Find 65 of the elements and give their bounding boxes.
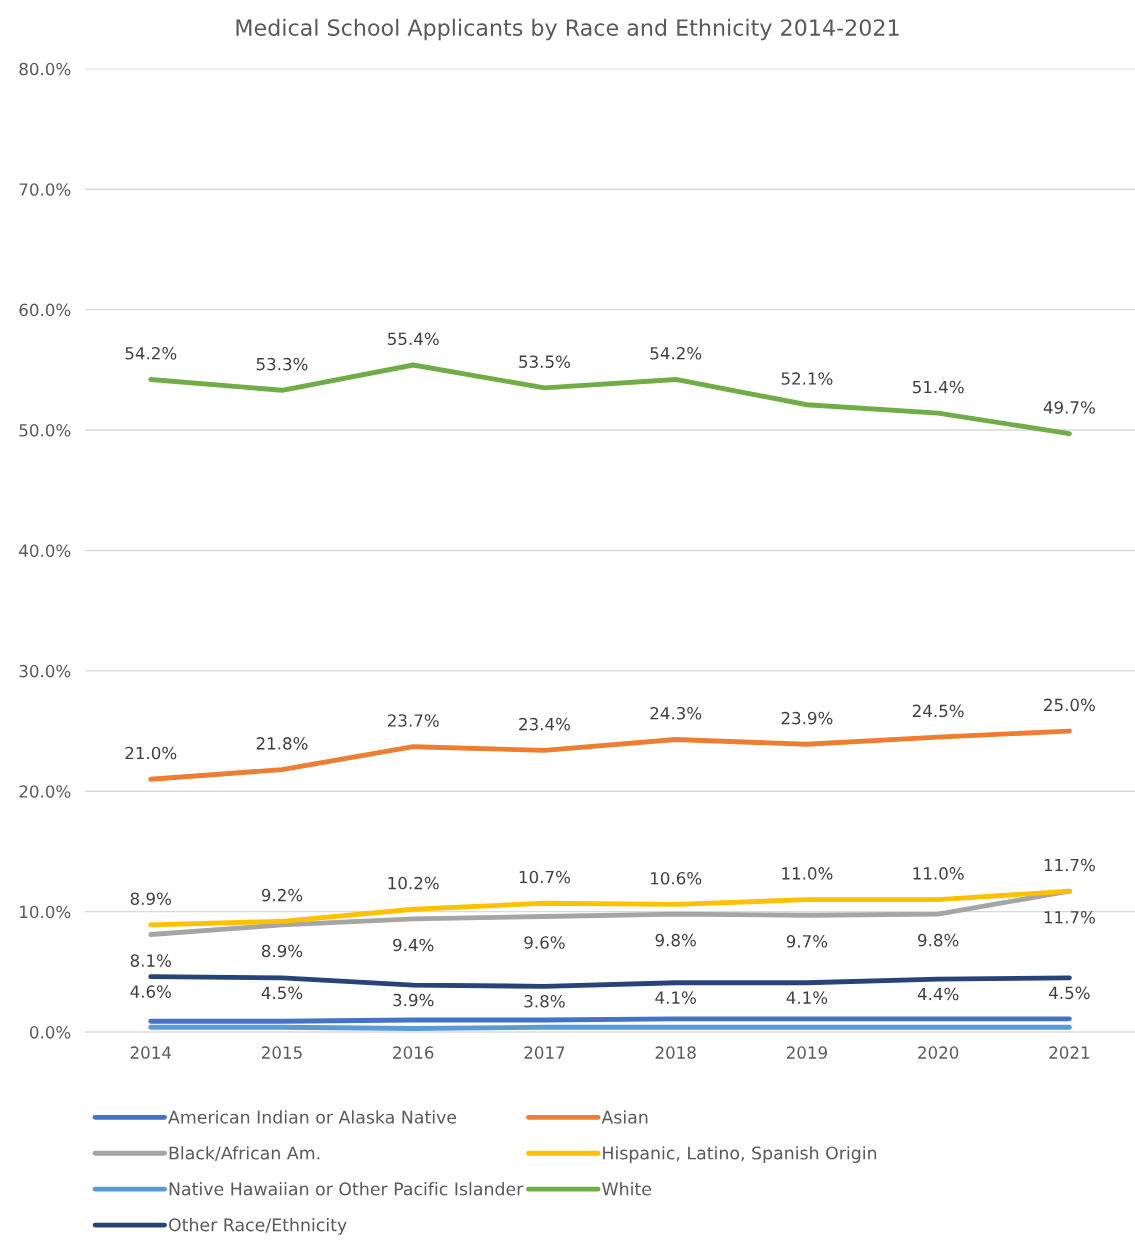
y-tick-label: 30.0% xyxy=(19,664,71,678)
data-label: 11.0% xyxy=(913,867,964,880)
y-tick-label: 40.0% xyxy=(19,544,71,558)
data-label: 52.1% xyxy=(781,372,833,385)
data-label: 4.4% xyxy=(917,987,959,1001)
legend-label: Native Hawaiian or Other Pacific Islander xyxy=(169,1182,524,1196)
x-tick-label: 2021 xyxy=(1049,1046,1090,1059)
x-tick-label: 2015 xyxy=(261,1046,302,1059)
data-label: 49.7% xyxy=(1043,401,1095,414)
data-label: 4.1% xyxy=(786,991,828,1004)
data-label: 21.8% xyxy=(256,737,308,750)
data-label: 9.7% xyxy=(786,935,828,948)
data-label: 54.2% xyxy=(650,346,702,360)
data-label: 9.2% xyxy=(261,888,303,902)
data-label: 21.0% xyxy=(125,746,177,760)
data-label: 23.9% xyxy=(781,711,833,725)
data-label: 24.5% xyxy=(912,704,964,718)
data-label: 54.2% xyxy=(125,346,177,360)
data-label: 3.9% xyxy=(393,993,434,1007)
y-tick-label: 80.0% xyxy=(19,62,71,76)
legend-label: White xyxy=(602,1182,651,1196)
data-label: 24.3% xyxy=(650,706,702,720)
data-label: 9.8% xyxy=(655,933,696,947)
x-tick-label: 2014 xyxy=(130,1046,172,1059)
data-label: 53.5% xyxy=(519,355,570,368)
x-tick-label: 2019 xyxy=(786,1046,827,1059)
data-label: 55.4% xyxy=(388,332,439,346)
data-label: 10.2% xyxy=(388,876,439,890)
data-label: 8.1% xyxy=(130,954,171,967)
data-label: 9.4% xyxy=(393,938,434,952)
legend-label: Hispanic, Latino, Spanish Origin xyxy=(603,1146,877,1163)
chart-title: Medical School Applicants by Race and Ethnicity 2014-2021 xyxy=(236,18,899,41)
data-label: 53.3% xyxy=(256,357,308,371)
data-label: 4.6% xyxy=(130,985,171,998)
data-label: 4.5% xyxy=(1049,986,1090,1000)
legend-label: Other Race/Ethnicity xyxy=(168,1217,347,1235)
data-label: 11.7% xyxy=(1044,858,1095,872)
data-label: 8.9% xyxy=(130,892,171,906)
x-tick-label: 2017 xyxy=(524,1046,565,1059)
data-label: 4.5% xyxy=(261,986,303,1000)
legend-label: American Indian or Alaska Native xyxy=(168,1110,457,1124)
data-label: 23.7% xyxy=(387,714,439,727)
data-label: 4.1% xyxy=(655,991,696,1004)
x-tick-label: 2020 xyxy=(918,1046,959,1059)
data-label: 9.8% xyxy=(918,933,959,947)
y-tick-label: 60.0% xyxy=(19,303,71,317)
legend-label: Black/African Am. xyxy=(169,1146,320,1161)
y-tick-label: 70.0% xyxy=(19,183,71,196)
data-label: 3.8% xyxy=(524,994,565,1008)
data-label: 10.7% xyxy=(519,870,570,884)
data-label: 10.6% xyxy=(651,871,702,885)
data-label: 8.9% xyxy=(261,944,303,958)
data-label: 23.4% xyxy=(519,717,570,731)
data-label: 11.0% xyxy=(782,867,833,880)
y-tick-label: 10.0% xyxy=(20,905,71,919)
y-tick-label: 0.0% xyxy=(29,1026,71,1039)
data-label: 25.0% xyxy=(1044,698,1095,712)
data-label: 9.6% xyxy=(524,936,565,949)
y-tick-label: 20.0% xyxy=(19,785,71,798)
legend-label: Asian xyxy=(601,1110,648,1124)
x-tick-label: 2016 xyxy=(393,1046,434,1059)
y-tick-label: 50.0% xyxy=(19,423,71,437)
data-label: 11.7% xyxy=(1044,910,1095,924)
data-label: 51.4% xyxy=(912,380,964,394)
x-tick-label: 2018 xyxy=(655,1046,696,1059)
